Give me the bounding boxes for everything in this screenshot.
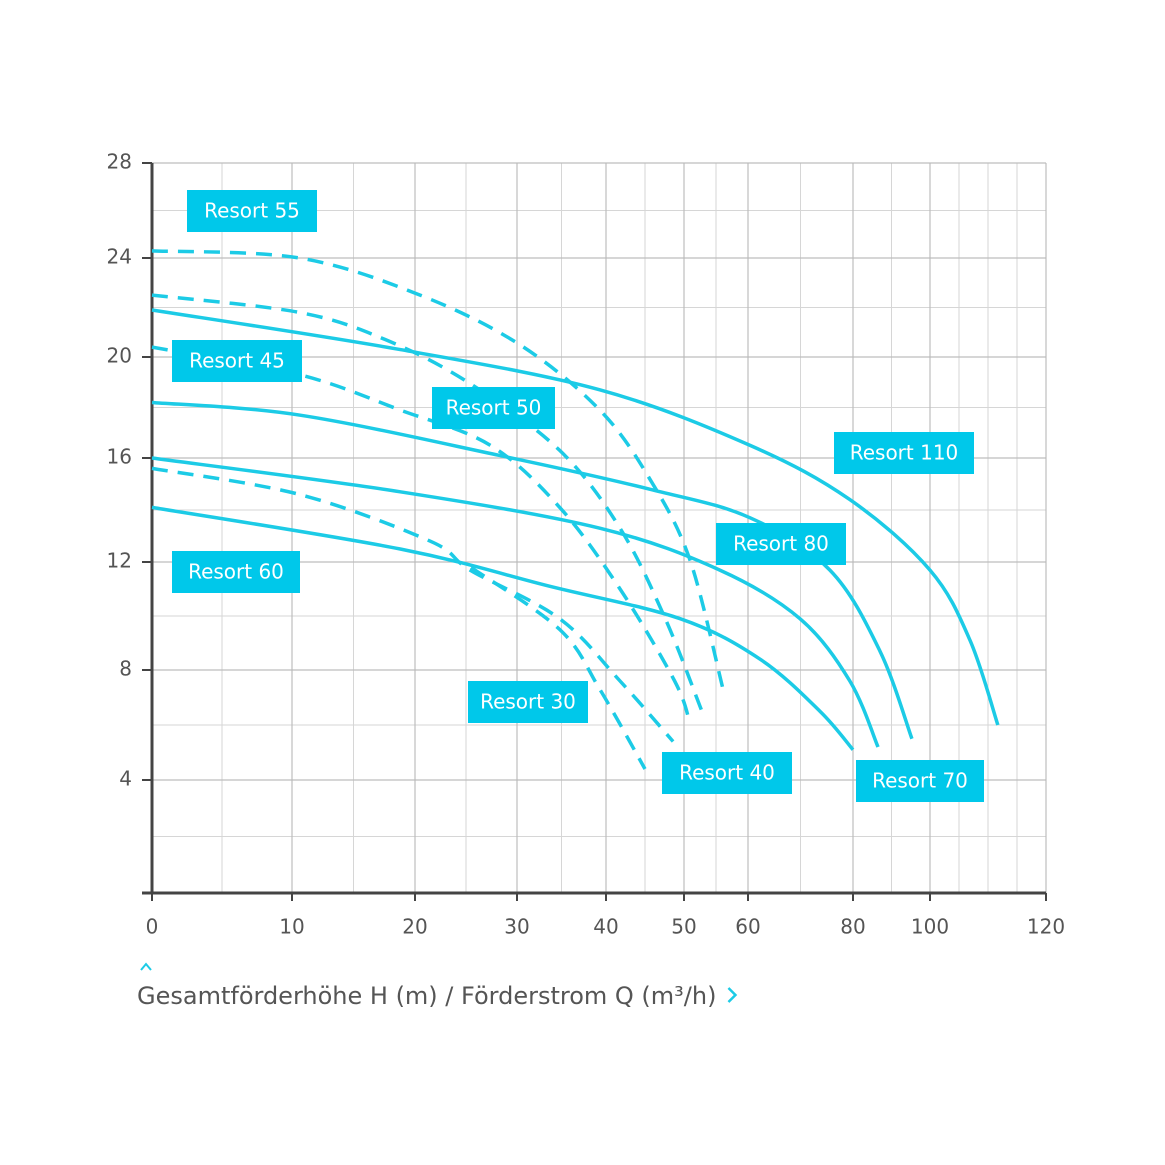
- label-box: [662, 752, 792, 794]
- x-tick-label: 50: [671, 915, 696, 939]
- pump-curve: [470, 565, 647, 770]
- series-label: Resort 30: [480, 690, 576, 714]
- y-tick-label: 20: [107, 344, 132, 368]
- label-box: [172, 340, 302, 382]
- x-tick-label: 30: [504, 915, 529, 939]
- pump-curve: [151, 345, 692, 723]
- series-label: Resort 50: [446, 396, 542, 420]
- label-box: [716, 523, 846, 565]
- x-tick-label: 60: [735, 915, 760, 939]
- label-box: [187, 190, 317, 232]
- x-tick-label: 10: [279, 915, 304, 939]
- pump-curve: [151, 456, 880, 748]
- x-tick-label: 80: [840, 915, 865, 939]
- y-tick-label: 28: [107, 150, 132, 174]
- pump-curve: [151, 505, 855, 751]
- y-tick-label: 4: [119, 767, 132, 791]
- label-box: [172, 551, 300, 593]
- label-box: [856, 760, 984, 802]
- y-tick-label: 24: [107, 245, 132, 269]
- series-label: Resort 55: [204, 199, 300, 223]
- up-chevron: [140, 962, 152, 971]
- series-label: Resort 110: [850, 441, 959, 465]
- label-box: [432, 387, 555, 429]
- label-box: [834, 432, 974, 474]
- series-label: Resort 45: [189, 349, 285, 373]
- x-tick-label: 120: [1027, 915, 1065, 939]
- pump-curve: [151, 466, 675, 743]
- y-tick-label: 12: [107, 549, 132, 573]
- x-tick-label: 20: [402, 915, 427, 939]
- right-chevron: [727, 987, 738, 1003]
- y-tick-label: 16: [107, 445, 132, 469]
- pump-curve: [151, 308, 1000, 726]
- pump-curve: [151, 400, 914, 740]
- x-tick-label: 0: [146, 915, 159, 939]
- pump-curve: [151, 249, 725, 690]
- series-label: Resort 70: [872, 769, 968, 793]
- series-label: Resort 40: [679, 761, 775, 785]
- x-tick-label: 100: [911, 915, 949, 939]
- y-tick-label: 8: [119, 657, 132, 681]
- x-axis-label: Gesamtförderhöhe H (m) / Förderstrom Q (…: [137, 982, 716, 1010]
- x-tick-label: 40: [593, 915, 618, 939]
- series-label: Resort 80: [733, 532, 829, 556]
- series-label: Resort 60: [188, 560, 284, 584]
- label-box: [468, 681, 588, 723]
